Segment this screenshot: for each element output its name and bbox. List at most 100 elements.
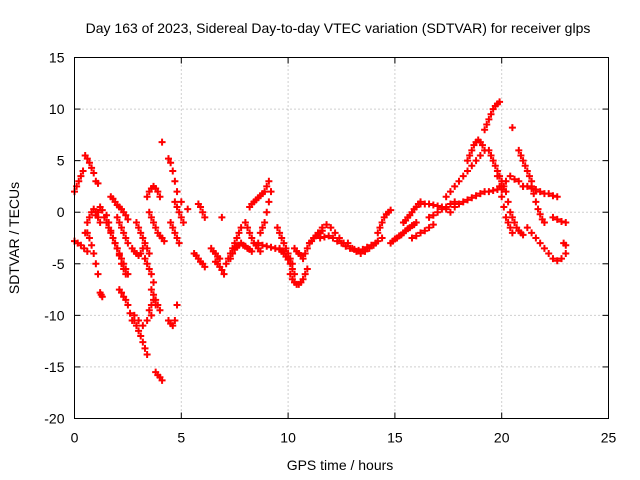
series-arc26: [177, 198, 185, 206]
data-point: [429, 201, 437, 209]
data-point: [459, 172, 467, 180]
data-point: [408, 234, 416, 242]
series-arc23: [164, 301, 181, 330]
data-point: [530, 190, 538, 198]
data-point: [417, 229, 425, 237]
series-arc41: [286, 265, 311, 288]
data-point: [113, 213, 121, 221]
data-point: [344, 239, 352, 247]
data-point: [523, 224, 531, 232]
data-point: [98, 206, 106, 214]
data-point: [286, 260, 294, 268]
data-point: [246, 229, 254, 237]
data-point: [85, 234, 93, 242]
data-point: [284, 256, 292, 264]
data-point: [197, 203, 205, 211]
series-arc63: [523, 224, 570, 265]
data-point: [468, 146, 476, 154]
data-point: [305, 239, 313, 247]
series-arc55: [464, 136, 489, 165]
data-point: [299, 255, 307, 263]
data-point: [511, 219, 519, 227]
data-point: [94, 270, 102, 278]
y-tick-label: 5: [57, 153, 65, 169]
data-point: [105, 219, 113, 227]
data-point: [508, 229, 516, 237]
data-point: [508, 124, 516, 132]
series-arc30: [207, 244, 224, 263]
data-point: [147, 286, 155, 294]
data-point: [120, 265, 128, 273]
data-point: [90, 169, 98, 177]
data-point: [231, 239, 239, 247]
data-point: [314, 229, 322, 237]
data-point: [120, 229, 128, 237]
data-point: [506, 172, 514, 180]
data-point: [117, 289, 125, 297]
series-arc4: [81, 205, 104, 237]
x-tick-label: 0: [71, 430, 79, 446]
series-arc43: [301, 227, 326, 257]
data-point: [143, 193, 151, 201]
series-arc11: [115, 286, 136, 325]
data-point: [85, 213, 93, 221]
data-point: [515, 146, 523, 154]
data-point: [150, 291, 158, 299]
data-point: [464, 167, 472, 175]
data-point: [154, 301, 162, 309]
data-point: [489, 157, 497, 165]
y-tick-label: 0: [57, 204, 65, 220]
data-point: [374, 237, 382, 245]
data-point: [115, 252, 123, 260]
series-arc22: [164, 155, 181, 196]
data-point: [276, 229, 284, 237]
series-arc60: [508, 124, 516, 132]
data-point: [244, 224, 252, 232]
data-point: [147, 270, 155, 278]
data-point: [459, 198, 467, 206]
data-point: [421, 227, 429, 235]
series-arc10: [113, 213, 132, 247]
data-point: [318, 224, 326, 232]
data-point: [481, 126, 489, 134]
data-point: [263, 208, 271, 216]
data-point: [329, 234, 337, 242]
series-arc27: [184, 205, 192, 213]
data-point: [111, 239, 119, 247]
data-point: [171, 229, 179, 237]
series-arc32: [218, 213, 226, 221]
data-point: [169, 224, 177, 232]
data-point: [455, 177, 463, 185]
data-point: [83, 155, 91, 163]
data-point: [167, 219, 175, 227]
data-point: [429, 211, 437, 219]
series-arc19: [152, 368, 166, 384]
data-point: [434, 202, 442, 210]
data-point: [273, 224, 281, 232]
series-arc24: [167, 219, 183, 247]
data-point: [425, 224, 433, 232]
data-point: [173, 234, 181, 242]
data-point: [466, 151, 474, 159]
data-point: [171, 177, 179, 185]
data-point: [201, 213, 209, 221]
data-point: [94, 208, 102, 216]
data-point: [498, 182, 506, 190]
data-point: [374, 229, 382, 237]
data-point: [487, 110, 495, 118]
data-point: [523, 167, 531, 175]
data-point: [177, 213, 185, 221]
data-point: [549, 255, 557, 263]
data-point: [553, 215, 561, 223]
series-arc20: [147, 286, 164, 314]
data-point: [511, 175, 519, 183]
data-point: [83, 219, 91, 227]
data-point: [122, 270, 130, 278]
data-point: [171, 317, 179, 325]
data-point: [150, 278, 158, 286]
data-point: [226, 255, 234, 263]
x-tick-label: 20: [494, 430, 510, 446]
data-point: [485, 115, 493, 123]
data-point: [476, 151, 484, 159]
data-point: [504, 219, 512, 227]
